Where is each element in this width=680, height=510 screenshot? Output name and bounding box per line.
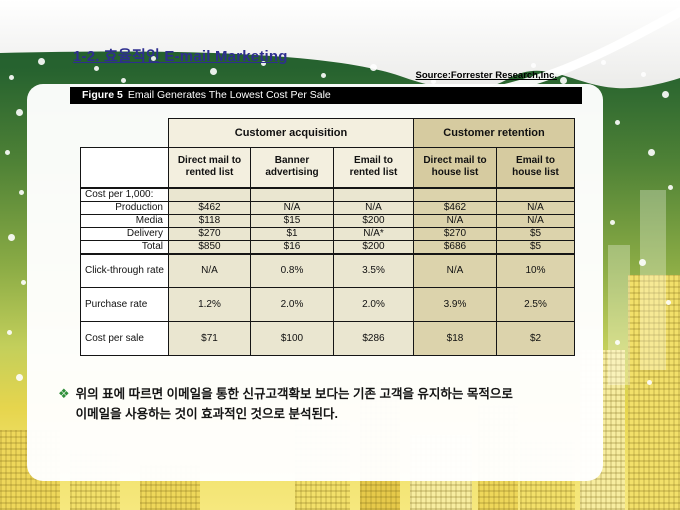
row-label: Cost per sale	[80, 321, 169, 356]
figure-number: Figure 5	[82, 89, 123, 101]
conclusion-line2: 이메일을 사용하는 것이 효과적인 것으로 분석된다.	[75, 407, 338, 421]
table-cell: $270	[168, 226, 251, 241]
cost-table: Customer acquisition Customer retention Di…	[80, 118, 575, 356]
table-cell: $686	[413, 239, 497, 254]
table-cell: 3.9%	[413, 287, 497, 322]
building-graphic	[608, 245, 630, 385]
row-label: Delivery	[80, 226, 169, 241]
table-cell: $18	[413, 321, 497, 356]
table-cell: $71	[168, 321, 251, 356]
table-cell: N/A	[496, 200, 575, 215]
table-cell: 2.0%	[333, 287, 414, 322]
table-cell	[413, 186, 497, 202]
column-header: Email to house list	[496, 147, 575, 188]
building-graphic	[628, 275, 680, 510]
conclusion-line1: 위의 표에 따르면 이메일을 통한 신규고객확보 보다는 기존 고객을 유지하는…	[75, 387, 513, 401]
row-label: Click-through rate	[80, 252, 169, 288]
table-cell: N/A	[333, 200, 414, 215]
table-cell: 2.0%	[250, 287, 334, 322]
table-cell: 2.5%	[496, 287, 575, 322]
table-cell: $100	[250, 321, 334, 356]
row-label-header	[80, 147, 169, 188]
row-label: Production	[80, 200, 169, 215]
table-cell: $462	[168, 200, 251, 215]
group-header: Customer retention	[413, 118, 575, 148]
table-cell: N/A	[496, 213, 575, 228]
table-cell: $5	[496, 226, 575, 241]
table-cell: N/A	[250, 200, 334, 215]
table-cell	[333, 186, 414, 202]
table-cell	[250, 186, 334, 202]
column-header: Email to rented list	[333, 147, 414, 188]
row-label: Purchase rate	[80, 287, 169, 322]
table-cell: N/A	[168, 252, 251, 288]
table-cell: 10%	[496, 252, 575, 288]
figure-caption-bar: Figure 5 Email Generates The Lowest Cost …	[70, 87, 582, 104]
table-cell: $1	[250, 226, 334, 241]
conclusion-note: ❖ 위의 표에 따르면 이메일을 통한 신규고객확보 보다는 기존 고객을 유지…	[58, 384, 586, 424]
diamond-bullet-icon: ❖	[58, 386, 70, 401]
slide-title: 1-2. 효율적인 E-mail Marketing	[73, 48, 288, 65]
column-header: Direct mail to house list	[413, 147, 497, 188]
column-header: Banner advertising	[250, 147, 334, 188]
table-cell: $118	[168, 213, 251, 228]
table-cell	[496, 186, 575, 202]
conclusion-text: 위의 표에 따르면 이메일을 통한 신규고객확보 보다는 기존 고객을 유지하는…	[76, 384, 513, 424]
table-cell: $5	[496, 239, 575, 254]
table-cell: $270	[413, 226, 497, 241]
table-cell: 3.5%	[333, 252, 414, 288]
table-cell: N/A	[413, 252, 497, 288]
table-cell: $850	[168, 239, 251, 254]
table-cell: 1.2%	[168, 287, 251, 322]
table-cell: $200	[333, 239, 414, 254]
table-cell: $200	[333, 213, 414, 228]
group-header: Customer acquisition	[168, 118, 414, 148]
source-credit: Source:Forrester Research,Inc.	[415, 70, 557, 81]
building-graphic	[640, 190, 666, 370]
table-cell: N/A*	[333, 226, 414, 241]
table-cell: $2	[496, 321, 575, 356]
figure-title: Email Generates The Lowest Cost Per Sale	[127, 89, 331, 101]
row-label: Total	[80, 239, 169, 254]
row-label: Cost per 1,000:	[80, 186, 169, 202]
dots-decoration	[0, 0, 3, 3]
table-cell: $15	[250, 213, 334, 228]
table-cell: $286	[333, 321, 414, 356]
row-label: Media	[80, 213, 169, 228]
table-cell: 0.8%	[250, 252, 334, 288]
cost-table-wrapper: Customer acquisition Customer retention Di…	[80, 118, 575, 356]
table-cell: $16	[250, 239, 334, 254]
table-cell: $462	[413, 200, 497, 215]
column-header: Direct mail to rented list	[168, 147, 251, 188]
table-corner-spacer	[81, 119, 169, 148]
table-cell	[168, 186, 251, 202]
table-cell: N/A	[413, 213, 497, 228]
